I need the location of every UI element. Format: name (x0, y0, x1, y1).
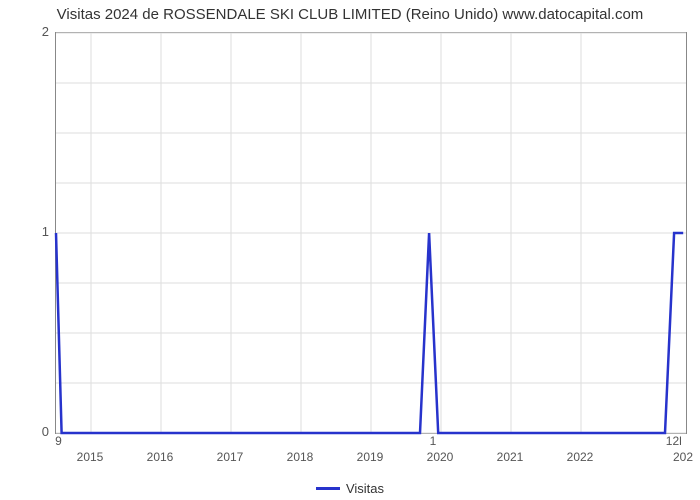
chart-container: Visitas 2024 de ROSSENDALE SKI CLUB LIMI… (0, 0, 700, 500)
xtick-label: 2020 (427, 450, 454, 464)
legend: Visitas (0, 481, 700, 496)
xtick-label: 2018 (287, 450, 314, 464)
ytick-label: 2 (29, 24, 49, 39)
xtick-label-last: 202 (673, 450, 693, 464)
legend-label: Visitas (346, 481, 384, 496)
xtick-label: 2015 (77, 450, 104, 464)
xtick-label: 2019 (357, 450, 384, 464)
ytick-label: 1 (29, 224, 49, 239)
chart-title: Visitas 2024 de ROSSENDALE SKI CLUB LIMI… (0, 6, 700, 23)
xtick-label: 2017 (217, 450, 244, 464)
legend-swatch (316, 487, 340, 490)
xtick-label: 2016 (147, 450, 174, 464)
data-label: 9 (55, 434, 62, 448)
xtick-label: 2021 (497, 450, 524, 464)
ytick-label: 0 (29, 424, 49, 439)
plot-svg (56, 33, 686, 433)
plot-area (55, 32, 687, 434)
data-label: 12l (666, 434, 682, 448)
xtick-label: 2022 (567, 450, 594, 464)
data-label: 1 (430, 434, 437, 448)
